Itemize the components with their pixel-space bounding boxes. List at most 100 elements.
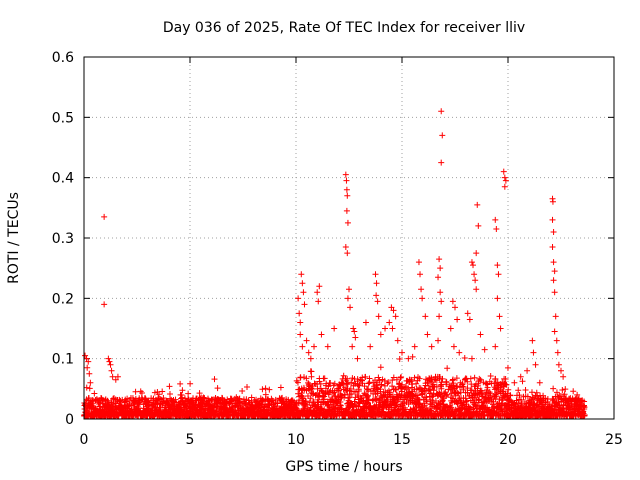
roti-baseline-point (244, 384, 251, 391)
roti-data-point (411, 343, 418, 350)
roti-baseline-point (346, 394, 353, 401)
roti-data-point (452, 304, 458, 311)
roti-baseline-point (439, 375, 446, 382)
y-tick-label: 0.1 (52, 352, 74, 368)
roti-data-point (524, 367, 531, 374)
y-axis-label: ROTI / TECUs (6, 192, 22, 284)
roti-data-point (439, 132, 446, 139)
y-tick-label: 0.2 (52, 291, 74, 307)
roti-baseline-point (461, 354, 468, 361)
roti-data-point (108, 367, 115, 374)
roti-data-point (300, 289, 307, 296)
roti-baseline-point (295, 390, 302, 397)
roti-data-point (549, 216, 556, 223)
roti-baseline-point (397, 374, 404, 381)
roti-data-point (496, 313, 503, 320)
roti-baseline-point (321, 375, 328, 382)
roti-data-point (551, 268, 558, 275)
roti-data-point (343, 207, 350, 214)
roti-data-point (343, 186, 350, 193)
roti-baseline-point (211, 376, 218, 383)
data-points (81, 108, 588, 419)
roti-baseline-point (384, 380, 391, 387)
roti-data-point (299, 280, 306, 287)
roti-data-point (375, 313, 382, 320)
roti-baseline-point (411, 374, 418, 381)
roti-data-point (344, 192, 351, 199)
x-tick-label: 25 (605, 432, 623, 448)
roti-data-point (466, 316, 473, 323)
roti-baseline-point (321, 393, 328, 400)
roti-baseline-point (172, 396, 179, 403)
roti-data-point (107, 361, 114, 368)
roti-baseline-point (342, 384, 349, 391)
x-axis-label: GPS time / hours (285, 459, 402, 475)
roti-data-point (344, 219, 351, 226)
roti-baseline-point (416, 375, 423, 382)
roti-baseline-point (515, 387, 522, 394)
roti-baseline-point (365, 380, 372, 387)
roti-data-point (87, 379, 94, 386)
roti-data-point (382, 325, 389, 332)
roti-data-point (550, 228, 557, 235)
roti-baseline-point (385, 379, 392, 386)
roti-baseline-point (179, 387, 186, 394)
roti-data-point (552, 313, 559, 320)
roti-data-point (456, 349, 463, 356)
roti-data-point (511, 379, 518, 386)
y-tick-label: 0.5 (52, 110, 74, 126)
roti-baseline-point (393, 376, 400, 383)
roti-baseline-point (460, 383, 467, 390)
roti-data-point (419, 295, 426, 302)
roti-baseline-point (124, 395, 131, 402)
roti-baseline-point (166, 383, 173, 390)
roti-data-point (497, 325, 504, 332)
roti-baseline-point (399, 381, 406, 388)
roti-data-point (449, 298, 456, 305)
roti-data-point (418, 286, 425, 293)
roti-data-point (493, 225, 500, 232)
roti-baseline-point (200, 394, 207, 401)
roti-baseline-point (369, 397, 376, 404)
roti-baseline-point (378, 381, 385, 388)
roti-baseline-point (326, 389, 333, 396)
roti-data-point (373, 292, 380, 299)
x-tick-label: 5 (186, 432, 195, 448)
roti-data-point (553, 337, 560, 344)
roti-baseline-point (355, 387, 362, 394)
roti-baseline-point (344, 375, 351, 382)
roti-data-point (389, 325, 396, 332)
roti-baseline-point (132, 395, 139, 402)
roti-data-point (447, 325, 454, 332)
roti-baseline-point (329, 396, 336, 403)
roti-baseline-point (260, 397, 267, 404)
roti-data-point (303, 337, 310, 344)
roti-baseline-point (562, 386, 569, 393)
roti-data-point (471, 271, 478, 278)
roti-data-point (392, 313, 399, 320)
roti-data-point (473, 250, 480, 257)
roti-baseline-point (123, 398, 130, 405)
roti-baseline-point (347, 386, 354, 393)
roti-data-point (555, 361, 562, 368)
roti-data-point (373, 280, 380, 287)
roti-data-point (299, 343, 306, 350)
roti-data-point (436, 313, 443, 320)
roti-baseline-point (294, 379, 301, 386)
roti-baseline-point (430, 387, 437, 394)
roti-data-point (82, 352, 89, 359)
roti-data-point (394, 337, 401, 344)
roti-baseline-point (259, 386, 266, 393)
y-tick-label: 0.3 (52, 231, 74, 247)
roti-data-point (473, 286, 480, 293)
roti-data-point (105, 355, 112, 362)
roti-baseline-point (311, 380, 318, 387)
roti-data-point (109, 373, 116, 380)
roti-data-point (86, 370, 93, 377)
y-tick-label: 0 (65, 412, 74, 428)
roti-baseline-point (177, 380, 184, 387)
roti-baseline-point (351, 398, 358, 405)
roti-data-point (437, 289, 444, 296)
roti-data-point (428, 343, 435, 350)
